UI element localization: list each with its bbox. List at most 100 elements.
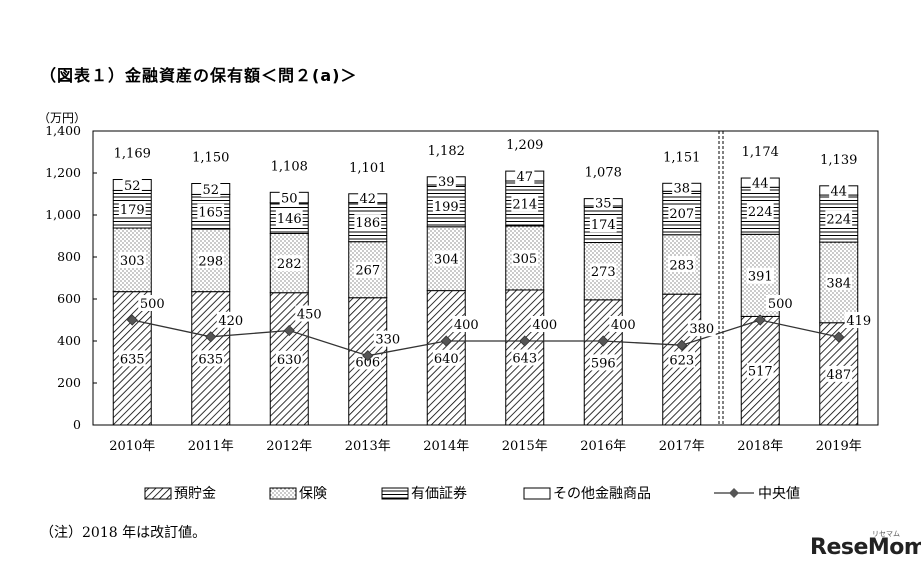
data-label: 52 [124,179,141,194]
data-label-bg [354,353,382,370]
footnote: （注）2018 年は改訂値。 [40,525,207,541]
data-label-bg [197,350,225,367]
x-tick-label: 2019年 [816,439,862,454]
x-tick-label: 2010年 [109,439,155,454]
data-label-bg [275,255,303,272]
data-label-bg [432,250,460,267]
median-label-bg [687,320,716,337]
data-label: 174 [591,218,616,233]
data-label: 391 [748,269,773,284]
data-label-bg [750,174,770,191]
data-label-bg [593,194,613,211]
legend-swatch [381,487,409,500]
total-label: 1,150 [192,151,229,166]
data-label-bg [122,176,142,193]
median-point [362,350,374,362]
data-label: 38 [673,181,690,196]
data-label-bg [511,249,539,266]
data-label: 596 [591,356,616,371]
data-label: 630 [277,353,302,368]
data-label-bg [668,351,696,368]
data-label-bg [279,189,299,206]
data-label: 186 [355,216,380,231]
data-label-bg [118,201,146,218]
median-label: 400 [532,318,557,333]
x-tick-label: 2016年 [580,439,626,454]
data-label-bg [275,210,303,227]
data-label-bg [746,202,774,219]
plot-frame [92,130,879,426]
median-label-bg [766,295,795,311]
data-label: 282 [277,257,302,272]
total-label: 1,101 [349,161,386,176]
x-tick-label: 2018年 [737,439,783,454]
data-label-bg [668,205,696,222]
data-label-bg [118,350,146,367]
data-label-bg [589,216,617,233]
data-label: 35 [595,196,612,211]
total-label: 1,139 [820,153,857,168]
data-label: 305 [512,252,537,267]
y-tick-label: 1,000 [45,207,81,222]
resemom-logo: ReseMom [810,535,921,560]
data-label-bg [825,365,853,382]
median-label-bg [138,295,167,311]
median-label: 330 [375,333,400,348]
legend-swatch [523,487,551,500]
data-label: 42 [359,192,376,207]
data-label-bg [275,350,303,367]
data-label: 283 [669,258,694,273]
median-label-bg [609,316,638,332]
data-label: 207 [669,207,694,222]
resemom-logo-sub: リセマム [872,530,900,538]
data-label-bg [432,349,460,366]
x-tick-label: 2012年 [266,439,312,454]
total-label: 1,108 [271,159,308,174]
data-label-bg [511,195,539,212]
y-tick-label: 600 [57,291,81,306]
data-label: 224 [748,205,773,220]
total-label: 1,151 [663,150,700,165]
data-label: 487 [826,368,851,383]
data-label: 635 [198,352,223,367]
median-label-bg [452,316,481,332]
median-label: 400 [611,318,636,333]
chart-title: （図表１）金融資産の保有額＜問２(a)＞ [40,66,358,85]
median-label: 400 [454,318,479,333]
median-label: 500 [768,297,793,312]
data-label-bg [201,180,221,197]
median-label-bg [844,312,873,329]
median-point [597,335,609,347]
total-label: 1,209 [506,138,543,153]
data-label-bg [746,362,774,379]
x-tick-label: 2011年 [188,439,234,454]
data-label: 298 [198,254,223,269]
legend-label: その他金融商品 [553,486,651,502]
data-label-bg [746,267,774,284]
data-label: 224 [826,213,851,228]
x-tick-label: 2017年 [659,439,705,454]
data-label-bg [515,168,535,185]
data-label-bg [436,172,456,189]
data-label: 635 [120,352,145,367]
data-label-bg [118,251,146,268]
y-tick-label: 400 [57,333,81,348]
legend-label: 保険 [299,486,327,502]
y-tick-label: 1,400 [45,123,81,138]
data-label: 304 [434,253,459,268]
median-point [833,331,845,343]
data-label: 623 [669,354,694,369]
data-label-bg [511,349,539,366]
data-label-bg [668,256,696,273]
data-label: 606 [355,355,380,370]
data-label: 179 [120,203,145,218]
data-label: 267 [355,264,380,279]
legend-swatch [144,487,172,500]
data-label: 303 [120,254,145,269]
data-label-bg [825,210,853,227]
data-label: 640 [434,352,459,367]
data-label: 44 [830,184,847,199]
y-tick-label: 1,200 [45,165,81,180]
median-point [676,339,688,351]
median-label-bg [295,305,324,322]
